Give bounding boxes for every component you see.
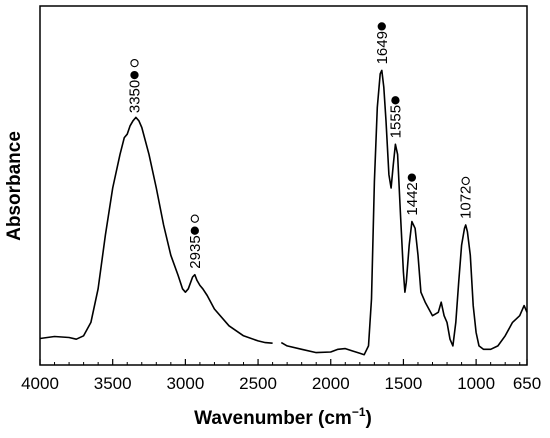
x-axis-title-close: ) (366, 408, 372, 429)
plot-frame (39, 5, 528, 366)
peak-1442: 1442 (404, 173, 421, 216)
peak-annotations: 3350 2935 1649 1555 1442 1072 (126, 22, 475, 269)
peak-label-3350: 3350 (126, 80, 143, 113)
x-tick-label-2000: 2000 (312, 374, 350, 393)
peak-1649: 1649 (374, 22, 391, 64)
x-axis-tick-labels: 4000 3500 3000 2500 2000 1500 1000 650 (21, 374, 541, 393)
peak-marker-filled-2935 (190, 226, 199, 235)
x-axis-title-superscript: −1 (352, 405, 366, 419)
y-axis-title: Absorbance (4, 131, 25, 241)
peak-marker-open-3350 (130, 58, 139, 68)
peak-label-1442: 1442 (404, 182, 421, 215)
peak-label-2935: 2935 (187, 235, 204, 268)
x-tick-label-3000: 3000 (166, 374, 204, 393)
peak-label-1555: 1555 (387, 105, 404, 138)
x-axis-title: Wavenumber (cm−1) (194, 405, 372, 429)
peak-label-1649: 1649 (374, 31, 391, 64)
peak-marker-filled-1649 (377, 22, 386, 31)
peak-marker-filled-1442 (407, 173, 417, 182)
x-tick-label-3500: 3500 (94, 374, 132, 393)
x-tick-label-4000: 4000 (21, 374, 59, 393)
peak-marker-filled-3350 (130, 70, 139, 80)
peak-2935: 2935 (187, 214, 204, 269)
peak-marker-open-2935 (190, 214, 199, 223)
x-tick-label-650: 650 (513, 374, 541, 393)
spectrum-series (39, 69, 528, 356)
spectrum-line-segment-2 (280, 69, 528, 356)
x-axis-ticks (39, 359, 528, 365)
spectrum-line-segment-1 (39, 116, 273, 344)
x-tick-label-1000: 1000 (457, 374, 495, 393)
x-tick-label-1500: 1500 (385, 374, 423, 393)
peak-3350: 3350 (126, 58, 143, 113)
peak-marker-open-1072 (461, 176, 470, 186)
peak-1072: 1072 (458, 176, 475, 219)
peak-label-1072: 1072 (458, 186, 475, 219)
x-tick-label-2500: 2500 (239, 374, 277, 393)
peak-1555: 1555 (387, 96, 404, 138)
peak-marker-filled-1555 (391, 96, 400, 105)
